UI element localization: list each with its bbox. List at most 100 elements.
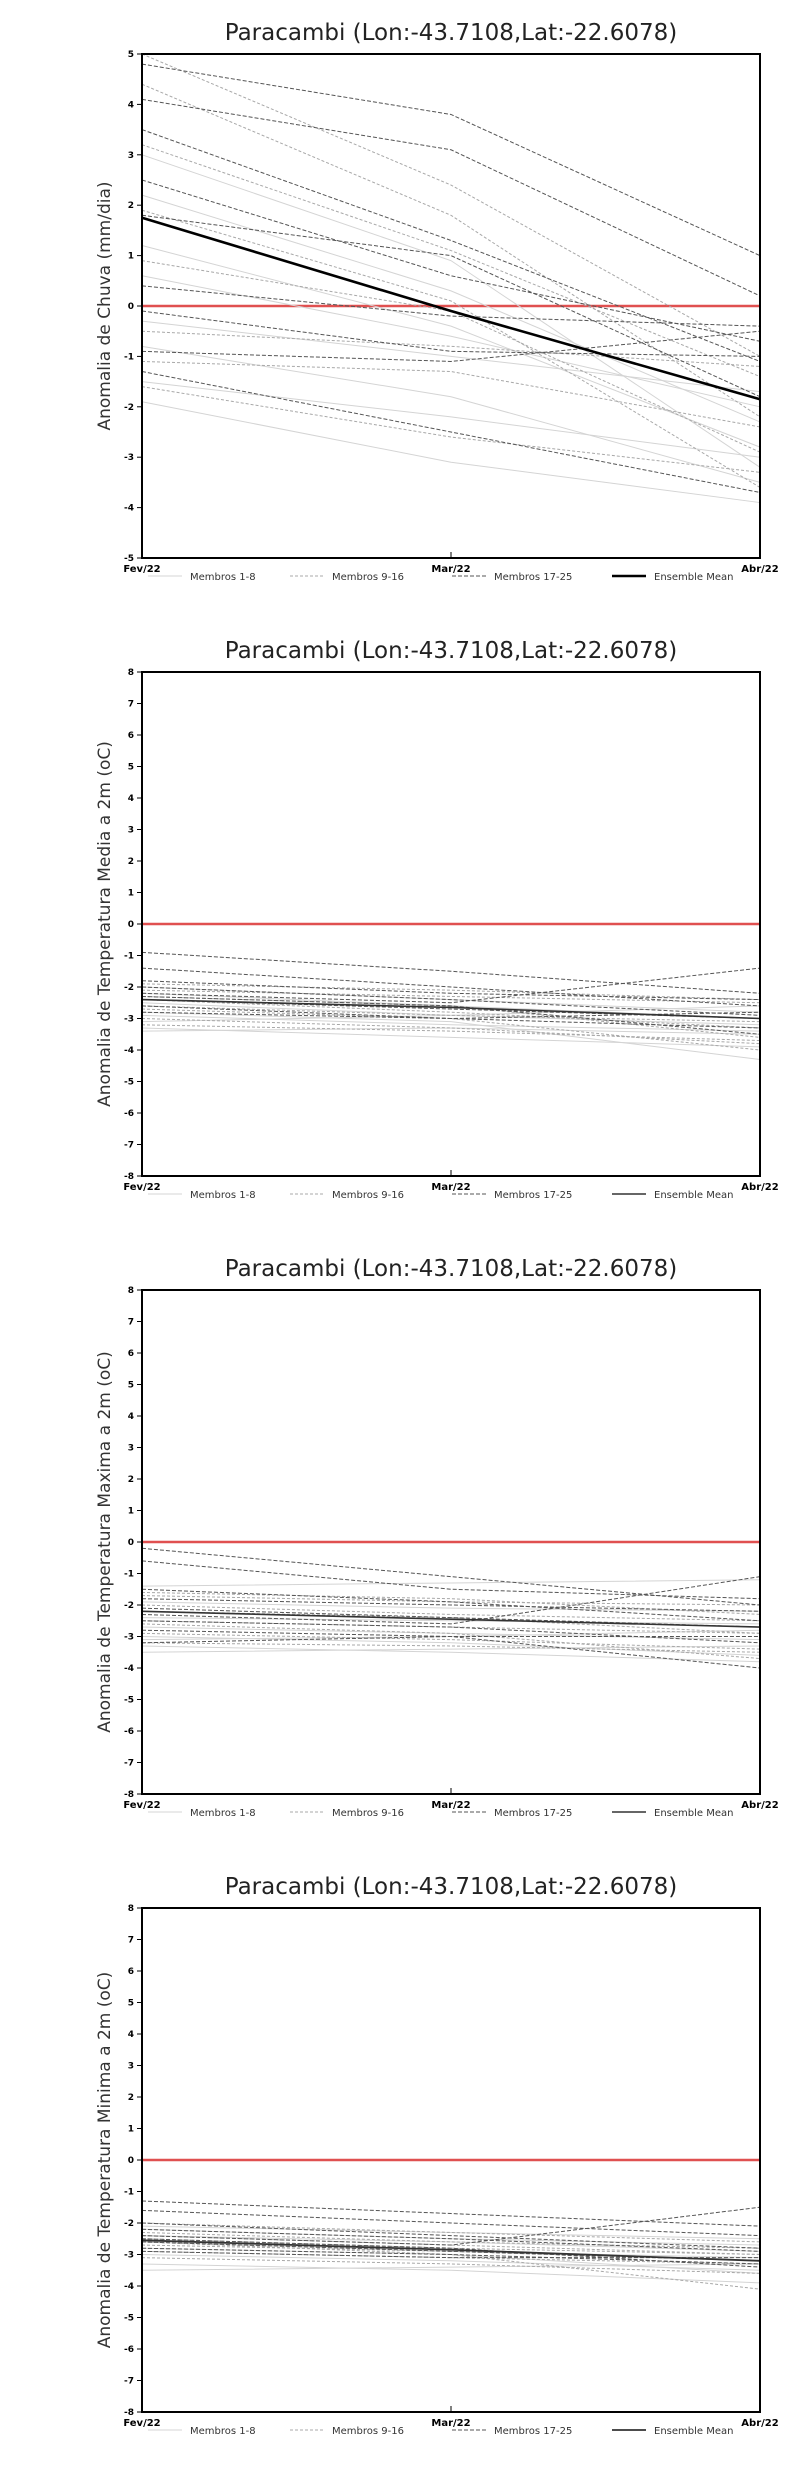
y-tick-label: -8 xyxy=(124,1790,134,1800)
member-line xyxy=(141,2231,761,2249)
member-line xyxy=(141,989,761,1004)
legend-label: Membros 1-8 xyxy=(190,1190,256,1201)
chart-panel-temp-media: Paracambi (Lon:-43.7108,Lat:-22.6078) Ano… xyxy=(0,618,800,1236)
y-axis-label: Anomalia de Temperatura Minima a 2m (oC) xyxy=(95,1972,115,2349)
member-line xyxy=(141,154,761,468)
legend-label: Membros 1-8 xyxy=(190,572,256,583)
member-line xyxy=(141,320,761,393)
y-tick-label: -7 xyxy=(124,2377,134,2387)
y-tick-label: -8 xyxy=(124,1172,134,1182)
member-line xyxy=(141,986,761,1016)
member-line xyxy=(141,2250,760,2259)
member-line xyxy=(141,2247,761,2265)
y-tick-label: 8 xyxy=(128,668,134,678)
member-line xyxy=(141,1027,761,1048)
y-tick-label: 6 xyxy=(128,1349,134,1359)
y-tick-label: -2 xyxy=(124,983,134,993)
member-line xyxy=(141,2263,761,2271)
member-line xyxy=(141,381,761,458)
chart-title: Paracambi (Lon:-43.7108,Lat:-22.6078) xyxy=(225,1256,678,1282)
y-tick-label: 6 xyxy=(128,731,134,741)
chart-panel-temp-minima: Paracambi (Lon:-43.7108,Lat:-22.6078) Ano… xyxy=(0,1854,800,2472)
member-line xyxy=(141,999,761,1029)
member-line xyxy=(141,1547,761,1606)
y-tick-label: -5 xyxy=(124,554,134,564)
legend-label: Membros 17-25 xyxy=(494,2426,572,2437)
x-tick-label: Abr/22 xyxy=(741,564,778,575)
ensemble-mean-line xyxy=(141,216,761,401)
legend-label: Membros 9-16 xyxy=(332,1190,404,1201)
legend-label: Membros 9-16 xyxy=(332,2426,404,2437)
x-tick-label: Abr/22 xyxy=(741,1800,778,1811)
member-line xyxy=(141,1645,761,1653)
legend-label: Membros 17-25 xyxy=(494,572,572,583)
legend-label: Membros 17-25 xyxy=(494,1190,572,1201)
member-line xyxy=(141,1626,761,1641)
member-line xyxy=(141,2222,761,2243)
member-line xyxy=(141,2257,761,2274)
plot-frame xyxy=(141,1907,761,2413)
member-line xyxy=(141,951,761,994)
y-axis-label: Anomalia de Temperatura Maxima a 2m (oC) xyxy=(95,1351,115,1733)
member-line xyxy=(141,2238,761,2268)
member-line xyxy=(141,2263,761,2284)
member-line xyxy=(141,310,761,357)
y-tick-label: -8 xyxy=(124,2408,134,2418)
x-tick-label: Fev/22 xyxy=(123,2418,160,2429)
x-tick-label: Mar/22 xyxy=(431,1182,470,1193)
y-tick-label: -4 xyxy=(124,1664,134,1674)
y-tick-label: 3 xyxy=(128,1444,134,1454)
member-line xyxy=(141,2228,761,2252)
y-tick-label: -7 xyxy=(124,1141,134,1151)
y-tick-label: -5 xyxy=(124,2314,134,2324)
x-tick-label: Fev/22 xyxy=(123,1182,160,1193)
y-axis-label: Anomalia de Temperatura Media a 2m (oC) xyxy=(95,741,115,1107)
y-tick-label: 7 xyxy=(128,700,134,710)
x-tick-label: Mar/22 xyxy=(431,564,470,575)
member-line xyxy=(141,1620,761,1634)
member-line xyxy=(141,1604,761,1622)
x-tick-label: Mar/22 xyxy=(431,1800,470,1811)
y-tick-label: -6 xyxy=(124,1727,134,1737)
y-tick-label: 5 xyxy=(128,763,134,773)
y-tick-label: 8 xyxy=(128,1286,134,1296)
member-line xyxy=(141,1024,761,1042)
member-line xyxy=(141,995,761,1035)
y-tick-label: -1 xyxy=(124,352,134,362)
y-tick-label: 3 xyxy=(128,2062,134,2072)
chart-temp-minima: Paracambi (Lon:-43.7108,Lat:-22.6078) Ano… xyxy=(95,1874,779,2437)
member-line xyxy=(141,194,761,423)
member-line xyxy=(141,1623,761,1660)
y-tick-label: 4 xyxy=(128,100,134,110)
y-tick-label: 0 xyxy=(128,1538,134,1548)
ensemble-mean-line xyxy=(141,2239,761,2262)
y-tick-label: 5 xyxy=(128,1381,134,1391)
member-line xyxy=(141,2200,761,2227)
y-tick-label: 8 xyxy=(128,1904,134,1914)
member-line xyxy=(141,1018,761,1045)
chart-panel-temp-maxima: Paracambi (Lon:-43.7108,Lat:-22.6078) Ano… xyxy=(0,1236,800,1854)
member-line xyxy=(141,1632,761,1650)
y-tick-label: -6 xyxy=(124,2345,134,2355)
member-line xyxy=(141,1011,761,1020)
x-tick-label: Abr/22 xyxy=(741,1182,778,1193)
y-tick-label: 5 xyxy=(128,1999,134,2009)
legend-label: Membros 1-8 xyxy=(190,2426,256,2437)
plot-frame xyxy=(141,671,761,1177)
member-line xyxy=(141,2238,761,2255)
member-line xyxy=(141,980,761,1001)
y-tick-label: -1 xyxy=(124,1570,134,1580)
chart-chuva: Paracambi (Lon:-43.7108,Lat:-22.6078) Ano… xyxy=(95,20,779,583)
member-line xyxy=(141,2241,761,2290)
member-line xyxy=(141,1617,761,1625)
member-line xyxy=(141,144,761,378)
member-line xyxy=(141,967,761,1007)
y-tick-label: 1 xyxy=(128,252,134,262)
y-tick-label: -3 xyxy=(124,1633,134,1643)
y-tick-label: -2 xyxy=(124,2219,134,2229)
member-line xyxy=(141,995,761,1038)
member-line xyxy=(141,2241,761,2262)
member-line xyxy=(141,214,761,398)
y-tick-label: -6 xyxy=(124,1109,134,1119)
y-tick-label: 0 xyxy=(128,920,134,930)
